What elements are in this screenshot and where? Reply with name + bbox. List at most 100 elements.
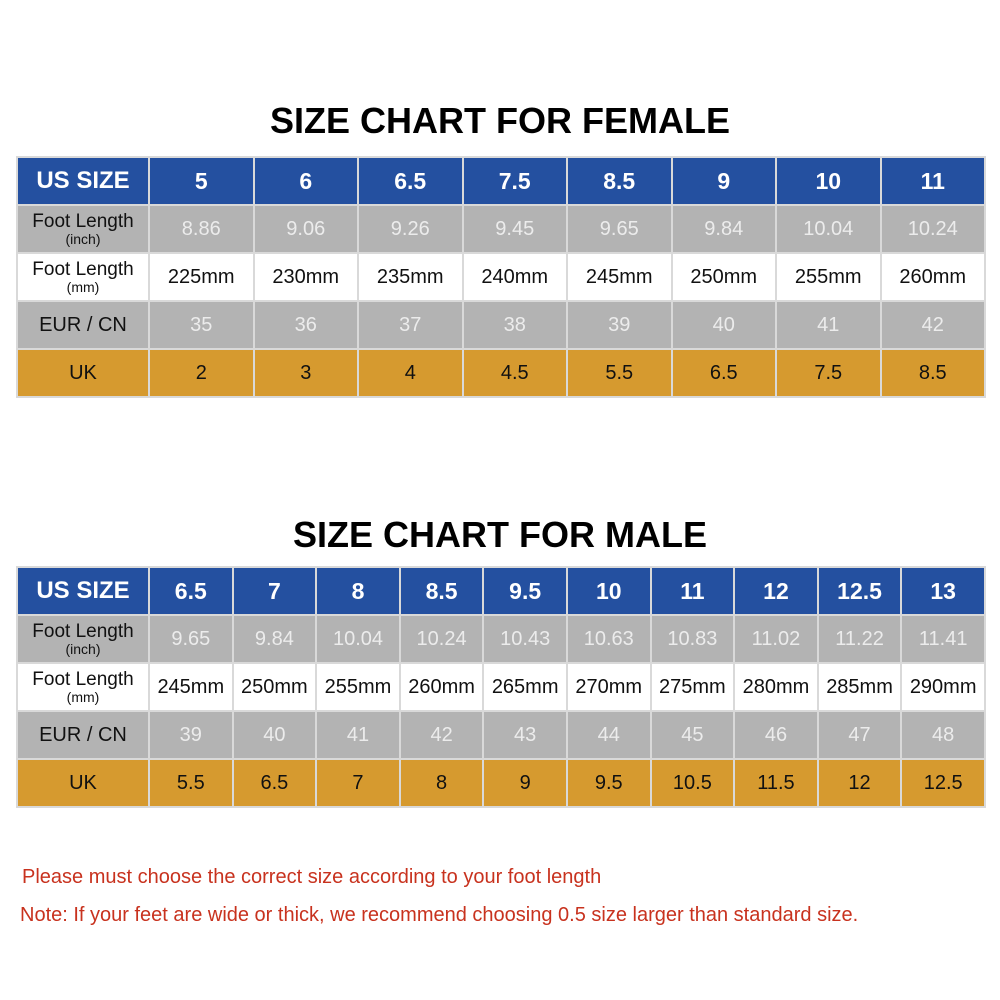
inch-cell: 10.83: [649, 614, 736, 664]
us-row: US SIZE 6.5 7 8 8.5 9.5 10 11 12 12.5 13: [16, 566, 986, 616]
row-label-unit: (mm): [66, 278, 100, 295]
uk-cell: 9: [482, 758, 568, 808]
us-cell: 6.5: [357, 156, 464, 206]
uk-cell: 8: [398, 758, 485, 808]
mm-row-label: Foot Length (mm): [16, 662, 150, 712]
uk-cell: 4.5: [461, 348, 568, 398]
us-cell: 10: [565, 566, 652, 616]
us-cell: 9.5: [482, 566, 568, 616]
us-row-label: US SIZE: [16, 156, 150, 206]
uk-cell: 12: [816, 758, 903, 808]
eur-cell: 43: [482, 710, 568, 760]
row-label-main: Foot Length: [32, 210, 134, 232]
mm-cell: 275mm: [649, 662, 736, 712]
uk-row-label: UK: [16, 348, 150, 398]
eur-cell: 35: [148, 300, 255, 350]
uk-cell: 2: [148, 348, 255, 398]
uk-cell: 11.5: [733, 758, 819, 808]
eur-row: EUR / CN 35 36 37 38 39 40 41 42: [16, 300, 986, 350]
us-cell: 8.5: [398, 566, 485, 616]
us-cell: 7: [231, 566, 318, 616]
uk-cell: 10.5: [649, 758, 736, 808]
mm-row-label: Foot Length (mm): [16, 252, 150, 302]
mm-cell: 290mm: [900, 662, 986, 712]
us-row: US SIZE 5 6 6.5 7.5 8.5 9 10 11: [16, 156, 986, 206]
uk-row-label: UK: [16, 758, 150, 808]
eur-cell: 46: [733, 710, 819, 760]
mm-cell: 255mm: [775, 252, 882, 302]
us-cell: 9: [670, 156, 777, 206]
us-row-label: US SIZE: [16, 566, 150, 616]
mm-cell: 240mm: [461, 252, 568, 302]
eur-cell: 45: [649, 710, 736, 760]
inch-cell: 9.65: [566, 204, 673, 254]
mm-cell: 245mm: [148, 662, 234, 712]
inch-cell: 10.04: [775, 204, 882, 254]
eur-cell: 39: [148, 710, 234, 760]
mm-cell: 280mm: [733, 662, 819, 712]
row-label-unit: (inch): [65, 640, 101, 657]
inch-row-label: Foot Length (inch): [16, 204, 150, 254]
eur-cell: 37: [357, 300, 464, 350]
inch-cell: 9.65: [148, 614, 234, 664]
mm-cell: 250mm: [231, 662, 318, 712]
inch-cell: 11.02: [733, 614, 819, 664]
inch-cell: 8.86: [148, 204, 255, 254]
us-cell: 13: [900, 566, 986, 616]
inch-cell: 11.22: [816, 614, 903, 664]
us-cell: 6.5: [148, 566, 234, 616]
us-cell: 8.5: [566, 156, 673, 206]
mm-cell: 230mm: [252, 252, 359, 302]
uk-cell: 6.5: [231, 758, 318, 808]
row-label-main: Foot Length: [32, 668, 134, 690]
mm-row: Foot Length (mm) 225mm 230mm 235mm 240mm 245mm…: [16, 252, 986, 302]
inch-cell: 10.24: [879, 204, 986, 254]
inch-row-label: Foot Length (inch): [16, 614, 150, 664]
row-label-unit: (inch): [65, 230, 101, 247]
size-note-1: Please must choose the correct size acco…: [22, 866, 602, 888]
row-label-main: Foot Length: [32, 620, 134, 642]
us-cell: 12.5: [816, 566, 903, 616]
eur-row-label: EUR / CN: [16, 710, 150, 760]
uk-cell: 12.5: [900, 758, 986, 808]
mm-cell: 255mm: [315, 662, 401, 712]
uk-cell: 8.5: [879, 348, 986, 398]
inch-cell: 9.45: [461, 204, 568, 254]
eur-cell: 39: [566, 300, 673, 350]
inch-cell: 9.26: [357, 204, 464, 254]
us-cell: 11: [879, 156, 986, 206]
size-note-2: Note: If your feet are wide or thick, we…: [20, 904, 859, 926]
inch-cell: 10.24: [398, 614, 485, 664]
uk-cell: 6.5: [670, 348, 777, 398]
mm-cell: 225mm: [148, 252, 255, 302]
us-cell: 7.5: [461, 156, 568, 206]
mm-cell: 235mm: [357, 252, 464, 302]
row-label-unit: (mm): [66, 688, 100, 705]
eur-cell: 38: [461, 300, 568, 350]
eur-cell: 36: [252, 300, 359, 350]
mm-cell: 245mm: [566, 252, 673, 302]
uk-row: UK 2 3 4 4.5 5.5 6.5 7.5 8.5: [16, 348, 986, 398]
mm-cell: 285mm: [816, 662, 903, 712]
uk-cell: 3: [252, 348, 359, 398]
inch-row: Foot Length (inch) 8.86 9.06 9.26 9.45 9.65 9.8…: [16, 204, 986, 254]
us-cell: 5: [148, 156, 255, 206]
eur-cell: 42: [879, 300, 986, 350]
uk-cell: 7: [315, 758, 401, 808]
inch-cell: 10.04: [315, 614, 401, 664]
mm-cell: 260mm: [398, 662, 485, 712]
inch-cell: 11.41: [900, 614, 986, 664]
eur-row: EUR / CN 39 40 41 42 43 44 45 46 47 48: [16, 710, 986, 760]
eur-cell: 41: [315, 710, 401, 760]
inch-row: Foot Length (inch) 9.65 9.84 10.04 10.24 10.43…: [16, 614, 986, 664]
inch-cell: 10.43: [482, 614, 568, 664]
us-cell: 12: [733, 566, 819, 616]
eur-cell: 44: [565, 710, 652, 760]
us-cell: 11: [649, 566, 736, 616]
eur-cell: 42: [398, 710, 485, 760]
mm-row: Foot Length (mm) 245mm 250mm 255mm 260mm 265mm…: [16, 662, 986, 712]
eur-cell: 40: [231, 710, 318, 760]
mm-cell: 265mm: [482, 662, 568, 712]
inch-cell: 9.84: [670, 204, 777, 254]
inch-cell: 9.84: [231, 614, 318, 664]
